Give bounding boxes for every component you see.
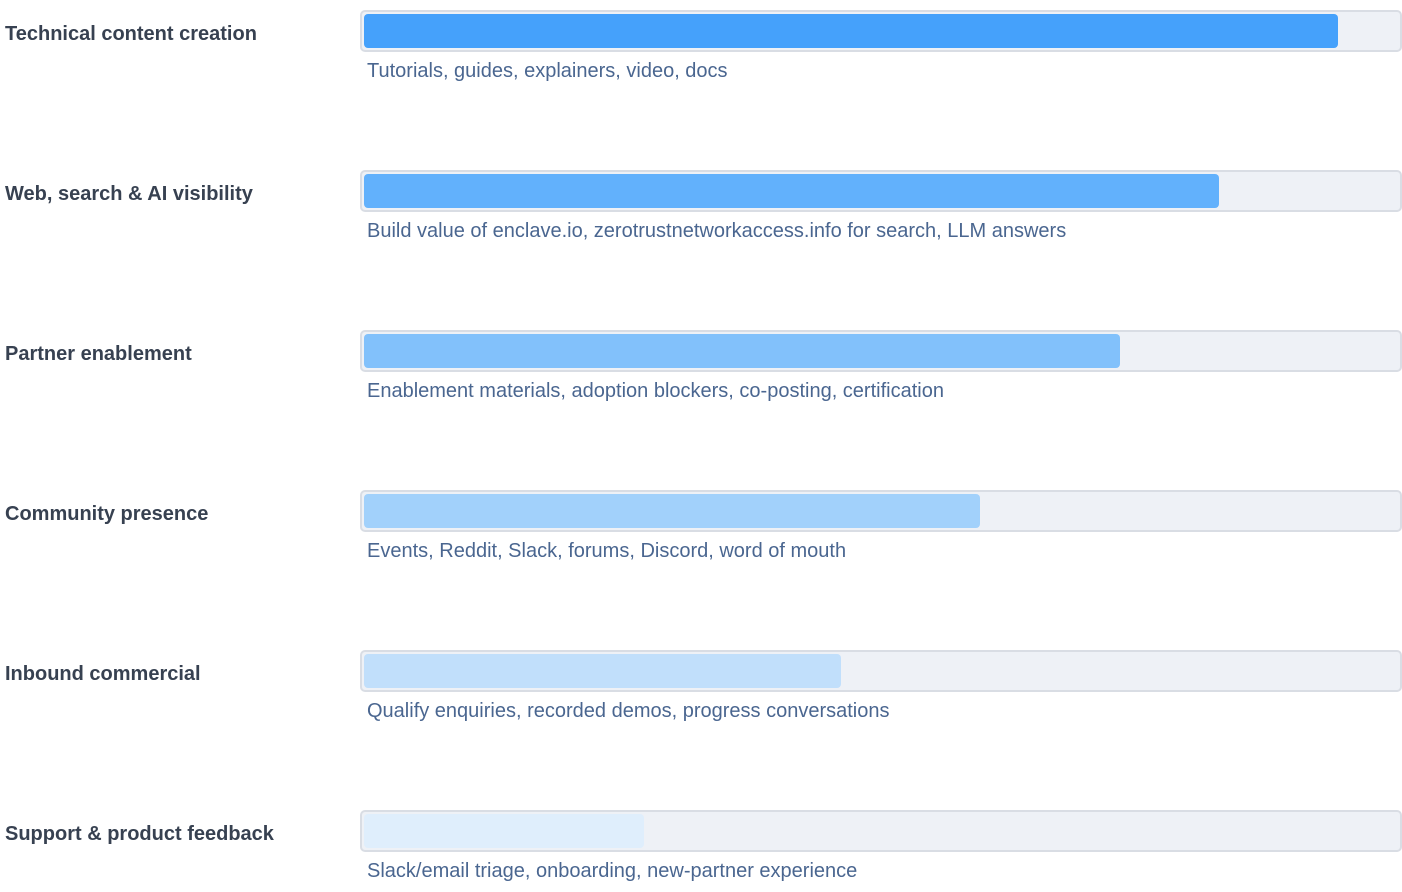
bar-row: Web, search & AI visibility Build value o…: [0, 170, 1402, 250]
bar-row: Community presence Events, Reddit, Slack,…: [0, 490, 1402, 570]
bar-description: Enablement materials, adoption blockers,…: [367, 380, 944, 402]
bar-description: Events, Reddit, Slack, forums, Discord, …: [367, 540, 847, 562]
bar-category-label: Technical content creation: [5, 23, 257, 45]
bar-track: [360, 810, 1402, 852]
bar-row: Support & product feedback Slack/email tr…: [0, 810, 1402, 890]
bar-track: [360, 10, 1402, 52]
bar-fill: [364, 334, 1120, 368]
bar-fill: [364, 494, 980, 528]
bar-category-label: Community presence: [5, 503, 209, 525]
bar-category-label: Partner enablement: [5, 343, 192, 365]
bar-fill: [364, 174, 1219, 208]
bar-track: [360, 170, 1402, 212]
bar-category-label: Inbound commercial: [5, 663, 201, 685]
bar-description: Tutorials, guides, explainers, video, do…: [367, 60, 728, 82]
bar-fill: [364, 814, 644, 848]
bar-description: Qualify enquiries, recorded demos, progr…: [367, 700, 890, 722]
bar-row: Partner enablement Enablement materials, …: [0, 330, 1402, 410]
bar-description: Build value of enclave.io, zerotrustnetw…: [367, 220, 1067, 242]
bar-track: [360, 650, 1402, 692]
bar-row: Inbound commercial Qualify enquiries, rec…: [0, 650, 1402, 730]
bar-fill: [364, 654, 841, 688]
bar-fill: [364, 14, 1338, 48]
bar-track: [360, 330, 1402, 372]
bar-description: Slack/email triage, onboarding, new-part…: [367, 860, 858, 882]
bar-row: Technical content creation Tutorials, gui…: [0, 10, 1402, 90]
bar-category-label: Support & product feedback: [5, 823, 274, 845]
bar-track: [360, 490, 1402, 532]
bar-category-label: Web, search & AI visibility: [5, 183, 253, 205]
